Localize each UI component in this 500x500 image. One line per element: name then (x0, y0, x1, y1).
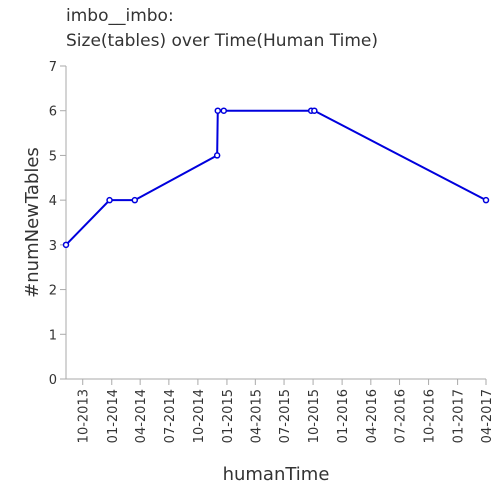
x-tick-label: 04-2015 (249, 389, 264, 443)
x-tick-label: 01-2015 (221, 389, 236, 443)
x-tick-label: 07-2016 (394, 389, 409, 443)
x-tick-label: 10-2014 (192, 389, 207, 443)
series-line (65, 109, 487, 246)
x-tick-label: 01-2016 (336, 389, 351, 443)
y-axis-ticks: 0 1 2 3 4 5 6 7 (49, 60, 66, 388)
x-tick-label: 01-2017 (452, 389, 467, 443)
data-point (214, 107, 222, 114)
x-tick-label: 10-2016 (423, 389, 438, 443)
y-tick-label: 2 (49, 284, 57, 299)
data-point (131, 196, 139, 204)
data-point (482, 196, 490, 204)
chart-subtitle: Size(tables) over Time(Human Time) (66, 31, 378, 51)
y-tick-label: 0 (49, 373, 57, 388)
chart-title: imbo__imbo: (66, 6, 174, 26)
x-tick-label: 10-2013 (77, 389, 92, 443)
data-point (213, 152, 221, 159)
y-tick-label: 1 (49, 328, 57, 343)
x-tick-label: 04-2017 (480, 389, 495, 443)
y-tick-label: 6 (49, 105, 57, 120)
x-tick-label: 04-2014 (134, 389, 149, 443)
data-point (62, 241, 70, 249)
x-axis-label: humanTime (223, 464, 330, 485)
data-point (311, 107, 318, 114)
data-points (62, 107, 490, 249)
x-tick-label: 07-2015 (278, 389, 293, 443)
y-tick-label: 3 (49, 239, 57, 254)
x-tick-label: 10-2015 (307, 389, 322, 443)
x-tick-label: 01-2014 (106, 389, 121, 443)
data-point (220, 107, 228, 114)
y-tick-label: 7 (49, 60, 57, 75)
y-axis-label: #numNewTables (22, 147, 43, 298)
x-axis-ticks: 10-2013 01-2014 04-2014 07-2014 10-2014 01-20… (77, 379, 495, 443)
y-tick-label: 5 (49, 149, 57, 164)
x-tick-label: 07-2014 (163, 389, 178, 443)
x-tick-label: 04-2016 (365, 389, 380, 443)
data-point (106, 196, 113, 204)
y-tick-label: 4 (49, 194, 57, 209)
